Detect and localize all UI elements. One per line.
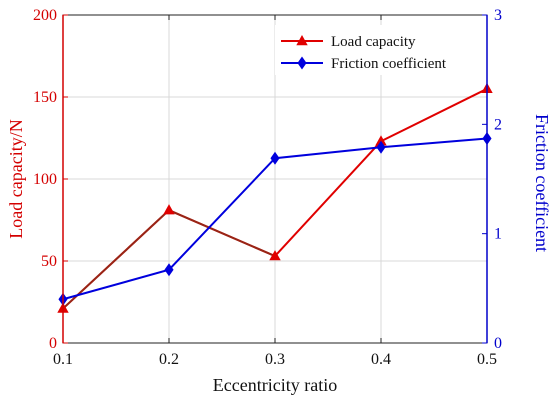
y-right-tick-label: 1 [494,226,502,243]
legend-entry-load-capacity: Load capacity [281,34,416,50]
legend: Load capacity Friction coefficient [275,25,475,75]
x-axis-title: Eccentricity ratio [213,375,337,395]
point-friction-coefficient [164,263,174,277]
y-left-tick-label: 50 [41,253,57,270]
x-tick-label: 0.1 [53,351,73,368]
legend-entry-friction-coefficient: Friction coefficient [281,56,447,72]
point-load-capacity [163,204,175,215]
y-right-tick-label: 0 [494,335,502,352]
y-right-tick-label: 2 [494,116,502,133]
y-right-tick-label: 3 [494,7,502,24]
y-left-axis-title: Load capacity/N [6,119,26,238]
x-tick-label: 0.4 [371,351,391,368]
y-left-tick-label: 0 [49,335,57,352]
point-friction-coefficient [270,151,280,165]
point-friction-coefficient [376,140,386,154]
series-layer [57,82,493,313]
x-tick-label: 0.3 [265,351,285,368]
point-load-capacity [269,250,281,261]
legend-label-friction-coefficient: Friction coefficient [331,56,447,72]
y-left-tick-label: 150 [33,89,57,106]
y-left-tick-label: 200 [33,7,57,24]
legend-box [275,25,475,75]
legend-diamond-marker [297,56,307,70]
x-tick-label: 0.5 [477,351,497,368]
y-right-axis-title: Friction coefficient [532,114,550,252]
y-left-tick-label: 100 [33,171,57,188]
legend-triangle-marker [296,35,308,46]
legend-label-load-capacity: Load capacity [331,34,416,50]
point-load-capacity [375,135,387,146]
x-tick-label: 0.2 [159,351,179,368]
axes [62,15,488,343]
